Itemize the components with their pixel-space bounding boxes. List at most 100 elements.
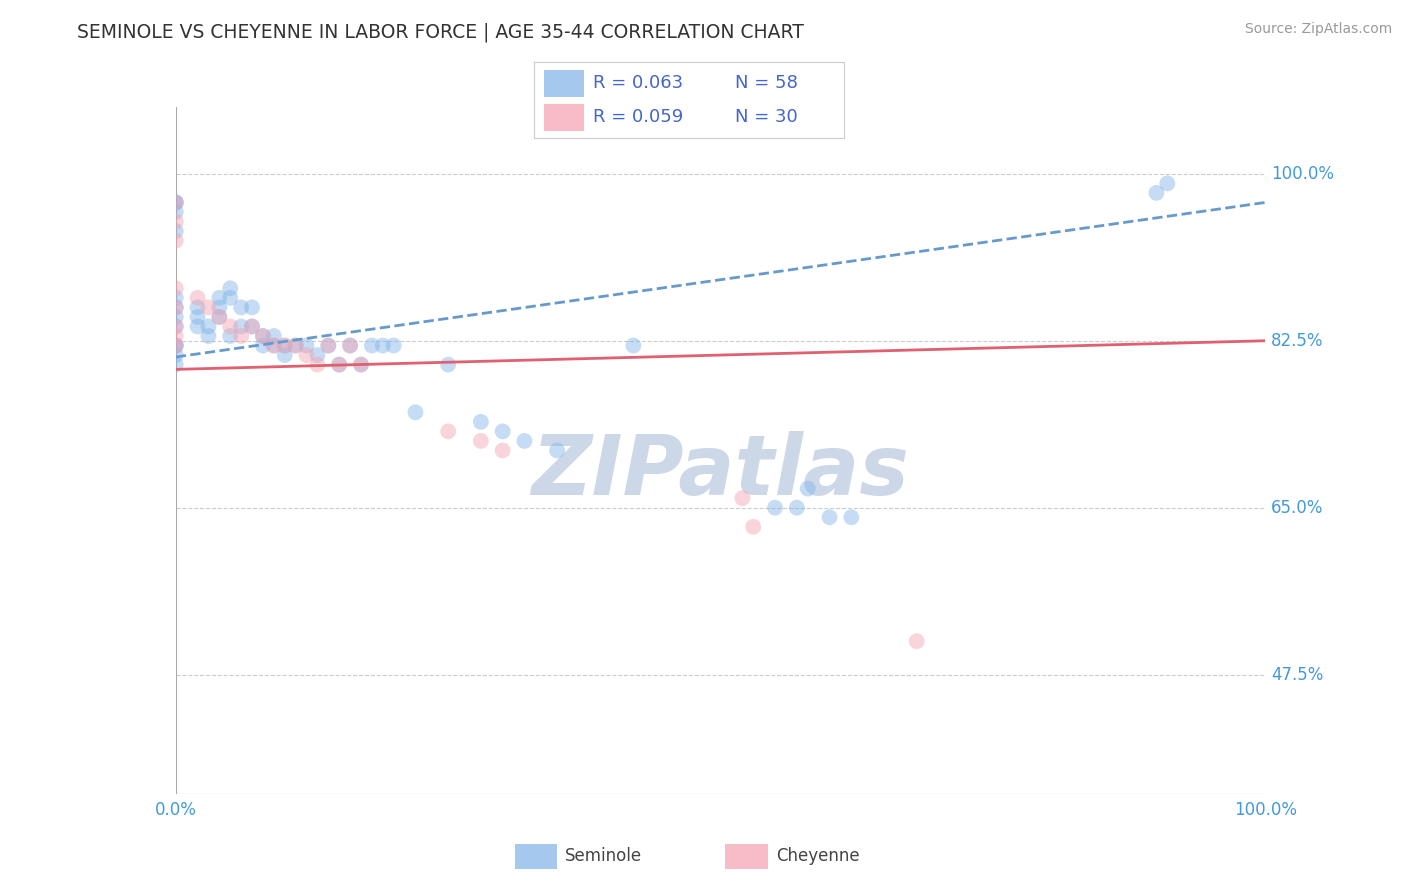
Point <box>786 500 808 515</box>
Point <box>382 338 405 352</box>
Point <box>470 434 492 448</box>
Point <box>219 281 242 295</box>
Point <box>307 358 329 372</box>
Point <box>350 358 373 372</box>
Point <box>274 338 297 352</box>
Point <box>231 329 253 343</box>
Point <box>470 415 492 429</box>
Point <box>492 443 515 458</box>
Text: Seminole: Seminole <box>565 847 643 865</box>
Text: 82.5%: 82.5% <box>1271 332 1323 350</box>
Text: ZIPatlas: ZIPatlas <box>531 431 910 512</box>
Point <box>284 338 307 352</box>
Point <box>328 358 350 372</box>
Point <box>165 301 187 315</box>
Point <box>231 319 253 334</box>
Point <box>252 338 274 352</box>
Point <box>318 338 340 352</box>
Text: 65.0%: 65.0% <box>1271 499 1323 516</box>
Point <box>252 329 274 343</box>
Point <box>328 358 350 372</box>
Point <box>165 329 187 343</box>
Point <box>360 338 382 352</box>
Point <box>186 319 209 334</box>
Point <box>231 301 253 315</box>
Point <box>339 338 361 352</box>
Text: 47.5%: 47.5% <box>1271 665 1323 683</box>
Point <box>165 205 187 219</box>
Bar <box>725 844 768 869</box>
Text: Cheyenne: Cheyenne <box>776 847 859 865</box>
Point <box>165 195 187 210</box>
Point <box>263 338 285 352</box>
Point <box>274 348 297 362</box>
Point <box>197 319 219 334</box>
Text: R = 0.059: R = 0.059 <box>593 109 683 127</box>
Point <box>905 634 928 648</box>
Point <box>186 310 209 324</box>
Point <box>165 338 187 352</box>
Point <box>284 338 307 352</box>
Point <box>208 310 231 324</box>
Point <box>165 319 187 334</box>
Point <box>841 510 863 524</box>
Point <box>546 443 568 458</box>
Point <box>263 329 285 343</box>
Point <box>350 358 373 372</box>
Text: 100.0%: 100.0% <box>1271 165 1334 183</box>
Point <box>165 338 187 352</box>
Point <box>219 319 242 334</box>
Point <box>437 358 460 372</box>
Point <box>240 301 263 315</box>
Point <box>307 348 329 362</box>
Point <box>339 338 361 352</box>
Point <box>165 234 187 248</box>
Point <box>1156 177 1178 191</box>
Point <box>763 500 786 515</box>
Point <box>219 291 242 305</box>
Point <box>165 214 187 228</box>
Point <box>295 338 318 352</box>
Text: N = 58: N = 58 <box>735 74 799 92</box>
Point <box>165 195 187 210</box>
Point <box>165 358 187 372</box>
Point <box>240 319 263 334</box>
Point <box>197 301 219 315</box>
Bar <box>515 844 557 869</box>
Point <box>295 348 318 362</box>
Bar <box>544 70 583 96</box>
Point <box>208 291 231 305</box>
Point <box>186 291 209 305</box>
Point <box>818 510 841 524</box>
Point <box>240 319 263 334</box>
Point <box>492 425 515 439</box>
Point <box>274 338 297 352</box>
Point <box>165 319 187 334</box>
Point <box>621 338 644 352</box>
Point <box>165 338 187 352</box>
Point <box>371 338 394 352</box>
Point <box>437 425 460 439</box>
Text: R = 0.063: R = 0.063 <box>593 74 683 92</box>
Point <box>219 329 242 343</box>
Point <box>318 338 340 352</box>
Point <box>796 482 818 496</box>
Point <box>165 301 187 315</box>
Text: SEMINOLE VS CHEYENNE IN LABOR FORCE | AGE 35-44 CORRELATION CHART: SEMINOLE VS CHEYENNE IN LABOR FORCE | AG… <box>77 22 804 42</box>
Point <box>165 195 187 210</box>
Point <box>742 520 765 534</box>
Point <box>197 329 219 343</box>
Text: N = 30: N = 30 <box>735 109 799 127</box>
Point <box>513 434 536 448</box>
Point <box>165 310 187 324</box>
Point <box>165 348 187 362</box>
Point <box>731 491 754 505</box>
Point <box>263 338 285 352</box>
Point <box>405 405 427 419</box>
Point <box>165 224 187 238</box>
Point <box>208 310 231 324</box>
Text: Source: ZipAtlas.com: Source: ZipAtlas.com <box>1244 22 1392 37</box>
Bar <box>544 104 583 130</box>
Point <box>165 281 187 295</box>
Point <box>1144 186 1167 200</box>
